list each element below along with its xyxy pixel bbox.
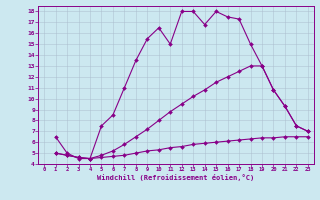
X-axis label: Windchill (Refroidissement éolien,°C): Windchill (Refroidissement éolien,°C) <box>97 174 255 181</box>
